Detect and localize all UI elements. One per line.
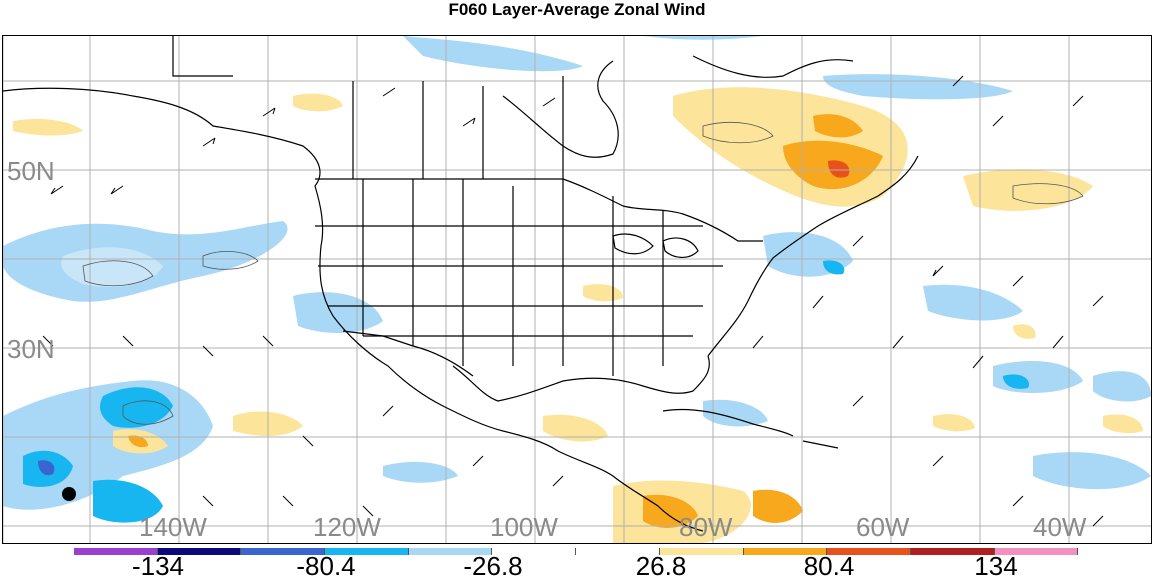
wind-barbs bbox=[42, 75, 1104, 527]
map-title: F060 Layer-Average Zonal Wind bbox=[448, 0, 706, 19]
colorbar-segment bbox=[994, 548, 1079, 555]
colorbar-tick-label: -134 bbox=[131, 551, 185, 581]
colorbar-segment bbox=[157, 548, 242, 555]
map-canvas bbox=[3, 36, 1151, 543]
negative-wind-shading bbox=[3, 36, 1151, 523]
contour-lines bbox=[82, 121, 1084, 425]
lon-label-60w: 60W bbox=[856, 512, 910, 542]
colorbar-segment bbox=[241, 548, 326, 555]
colorbar-tick-label: -80.4 bbox=[296, 551, 356, 581]
colorbar-tick-label: 26.8 bbox=[635, 551, 687, 581]
colorbar-segment bbox=[325, 548, 409, 555]
graticule bbox=[3, 36, 1151, 543]
colorbar bbox=[74, 548, 1079, 555]
colorbar-segment bbox=[659, 548, 744, 555]
weather-map: 50N 30N 140W 120W 100W 80W 60W 40W bbox=[2, 35, 1152, 544]
colorbar-tick-label: 80.4 bbox=[803, 551, 855, 581]
lon-label-100w: 100W bbox=[490, 512, 558, 542]
lon-label-40w: 40W bbox=[1033, 512, 1087, 542]
lat-label-50n: 50N bbox=[7, 156, 55, 186]
colorbar-tick-label: -26.8 bbox=[463, 551, 523, 581]
colorbar-segment bbox=[408, 548, 493, 555]
colorbar-segment bbox=[492, 548, 577, 555]
lon-label-140w: 140W bbox=[139, 512, 207, 542]
coastlines-borders bbox=[3, 36, 919, 532]
lon-label-80w: 80W bbox=[679, 512, 733, 542]
colorbar-segment bbox=[74, 548, 158, 555]
colorbar-segment bbox=[576, 548, 660, 555]
station-marker bbox=[62, 487, 76, 501]
lat-label-30n: 30N bbox=[7, 334, 55, 364]
lon-label-120w: 120W bbox=[313, 512, 381, 542]
colorbar-tick-label: 134 bbox=[974, 551, 1018, 581]
colorbar-segment bbox=[827, 548, 911, 555]
positive-wind-shading bbox=[13, 87, 1143, 543]
colorbar-segment bbox=[910, 548, 995, 555]
colorbar-segment bbox=[743, 548, 828, 555]
